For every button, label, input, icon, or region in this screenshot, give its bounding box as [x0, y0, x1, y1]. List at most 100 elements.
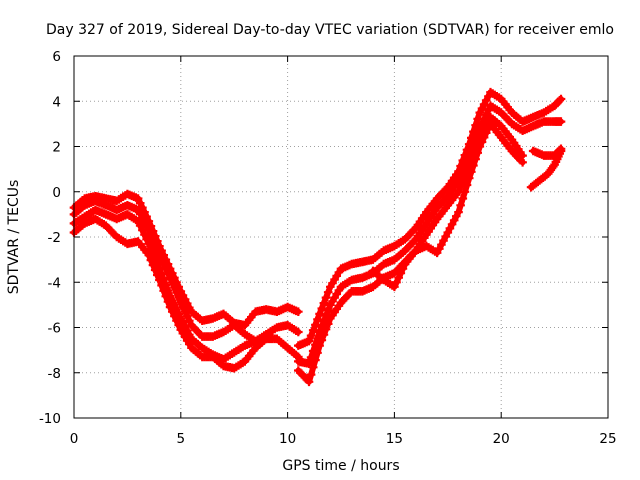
data-point [308, 363, 318, 372]
data-point [306, 331, 316, 340]
data-point [170, 311, 179, 321]
data-point [135, 221, 145, 230]
data-point [390, 282, 399, 292]
y-tick-label: -4 [48, 275, 61, 291]
data-point [148, 260, 158, 270]
y-tick-label: 6 [52, 49, 61, 65]
data-point [142, 235, 151, 244]
y-tick-label: -8 [48, 366, 61, 382]
data-point [172, 288, 181, 297]
data-point [317, 304, 327, 313]
plot-frame [73, 55, 609, 419]
x-tick-label: 15 [386, 431, 403, 447]
data-point [304, 359, 314, 368]
data-point [163, 297, 173, 306]
data-point [294, 307, 303, 316]
data-point [185, 316, 194, 325]
data-point [467, 167, 476, 177]
data-point [311, 355, 320, 365]
x-tick-label: 10 [279, 431, 296, 447]
data-point [176, 298, 186, 307]
data-point [317, 335, 327, 345]
data-point [144, 239, 154, 249]
y-tick-label: -6 [48, 321, 61, 337]
data-point [304, 336, 314, 346]
data-point [464, 173, 474, 183]
data-point [479, 133, 489, 142]
data-point [135, 198, 145, 208]
y-axis-label: SDTVAR / TECUs [6, 180, 22, 295]
y-tick-label: 4 [52, 94, 61, 110]
data-point [396, 268, 406, 278]
y-tick-label: 0 [52, 185, 61, 201]
data-point [518, 158, 527, 167]
data-point [392, 278, 401, 287]
data-point [460, 187, 470, 196]
data-point [319, 298, 329, 308]
data-point [165, 273, 175, 282]
data-point [315, 309, 324, 319]
data-point [178, 302, 188, 312]
data-point [313, 315, 322, 324]
series-track-j [528, 144, 566, 160]
data-point [313, 348, 322, 358]
data-point [168, 278, 177, 287]
data-point [456, 182, 465, 191]
chart-title: Day 327 of 2019, Sidereal Day-to-day VTE… [46, 22, 614, 38]
data-point [165, 302, 175, 312]
data-point [556, 94, 566, 104]
y-tick-labels: -10 -8 -6 -4 -2 0 2 4 6 [39, 49, 61, 427]
data-point [458, 194, 468, 203]
series-track-e [294, 87, 566, 350]
data-point [182, 311, 192, 321]
x-axis-label: GPS time / hours [282, 458, 399, 474]
data-point [469, 161, 478, 170]
data-point [323, 306, 333, 315]
data-point [155, 250, 164, 260]
data-point [180, 307, 190, 316]
data-point [454, 207, 463, 217]
data-point [161, 292, 171, 301]
data-point [168, 307, 177, 316]
data-point [133, 194, 143, 203]
data-point [159, 286, 168, 296]
data-point [475, 142, 485, 151]
x-tick-labels: 0 5 10 15 20 25 [70, 431, 617, 447]
data-point [315, 341, 324, 350]
data-point [456, 201, 465, 210]
data-point [556, 117, 566, 126]
data-point [150, 265, 160, 275]
data-point [473, 148, 482, 158]
data-point [138, 225, 147, 235]
data-point [153, 245, 162, 255]
x-tick-label: 25 [599, 431, 616, 447]
data-point [174, 320, 183, 330]
y-tick-label: -2 [48, 230, 61, 246]
y-tick-label: 2 [52, 140, 61, 156]
data-point [458, 176, 468, 186]
data-point [477, 137, 487, 147]
data-point [153, 270, 162, 280]
y-tick-label: -10 [39, 411, 61, 427]
data-point [462, 180, 472, 190]
data-point [133, 216, 143, 226]
data-point [140, 230, 149, 239]
x-tick-label: 5 [177, 431, 186, 447]
series-layer [69, 87, 566, 387]
data-point [321, 293, 331, 302]
x-tick-label: 0 [70, 431, 79, 447]
data-point [150, 240, 160, 250]
data-point [174, 293, 183, 302]
data-point [398, 264, 408, 273]
series-track-d [69, 214, 271, 373]
data-point [323, 287, 333, 297]
series-track-h [368, 119, 527, 292]
data-point [170, 283, 179, 292]
data-point [471, 154, 480, 164]
data-point [261, 334, 271, 344]
data-point [311, 320, 320, 330]
data-point [172, 316, 181, 325]
data-point [323, 319, 333, 329]
